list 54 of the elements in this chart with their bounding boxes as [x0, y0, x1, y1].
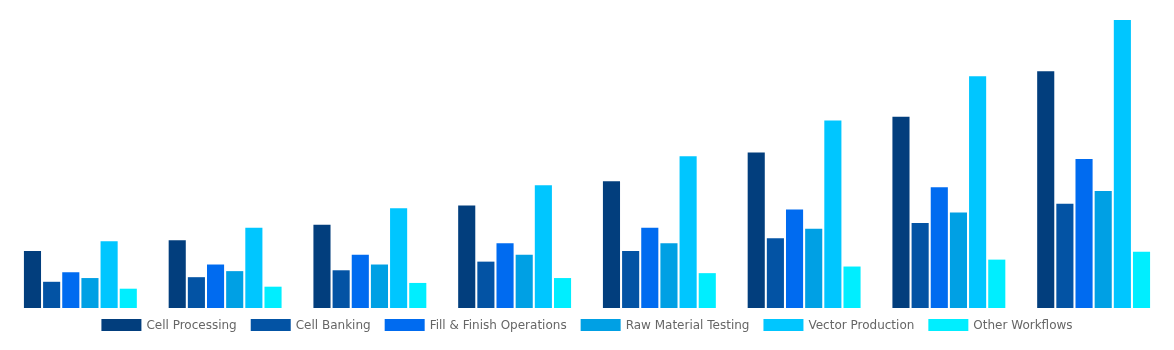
bar	[168, 240, 186, 308]
bar	[351, 254, 369, 308]
bar	[930, 187, 948, 308]
bar	[332, 270, 350, 308]
bar	[409, 282, 427, 308]
bar	[805, 228, 823, 308]
bar	[949, 212, 968, 308]
legend-label: Other Workflows	[973, 318, 1073, 332]
bar	[622, 250, 640, 308]
bar	[245, 227, 263, 308]
bar	[766, 238, 784, 308]
bar	[534, 185, 552, 308]
bar	[119, 288, 137, 308]
bar	[62, 272, 80, 308]
bar	[911, 223, 929, 308]
bar	[515, 254, 533, 308]
bar	[553, 278, 572, 308]
bar	[226, 271, 244, 308]
bar	[1037, 71, 1055, 308]
bar	[843, 266, 861, 308]
bar	[988, 259, 1006, 308]
legend-label: Cell Processing	[146, 318, 237, 332]
bar	[1056, 203, 1074, 308]
bar	[81, 278, 99, 308]
bar	[23, 250, 42, 308]
bar	[496, 243, 514, 308]
bar	[100, 241, 118, 308]
bar	[477, 261, 495, 308]
bar	[458, 205, 476, 308]
legend-label: Vector Production	[808, 318, 915, 332]
bar	[602, 181, 621, 308]
bar	[641, 227, 659, 308]
bar	[187, 277, 205, 308]
bar	[969, 76, 987, 308]
bar	[679, 156, 697, 308]
bar	[206, 264, 225, 308]
bar	[1113, 20, 1131, 308]
bar	[698, 273, 716, 308]
legend-label: Cell Banking	[295, 318, 371, 332]
bar	[370, 264, 389, 308]
bar	[785, 209, 804, 308]
bar	[747, 152, 765, 308]
legend-label: Raw Material Testing	[625, 318, 750, 332]
bar	[264, 286, 282, 308]
bar	[1075, 159, 1093, 308]
bar	[824, 120, 842, 308]
bar	[313, 224, 331, 308]
bar	[43, 281, 61, 308]
bar	[892, 116, 910, 308]
bar	[1094, 191, 1112, 308]
bar	[1132, 251, 1151, 308]
legend-label: Fill & Finish Operations	[429, 318, 567, 332]
bar	[660, 243, 678, 308]
bar	[390, 208, 408, 308]
